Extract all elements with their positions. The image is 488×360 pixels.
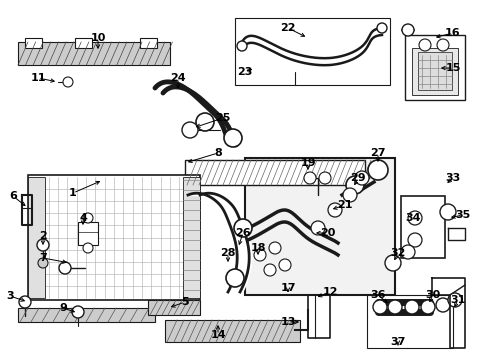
Circle shape [420, 300, 434, 314]
Bar [25, 38, 42, 48]
Text: 11: 11 [30, 73, 46, 83]
Circle shape [83, 213, 93, 223]
Text: 20: 20 [320, 228, 335, 238]
Text: 10: 10 [90, 33, 105, 43]
Text: 12: 12 [322, 287, 337, 297]
Text: 25: 25 [215, 113, 230, 123]
Circle shape [310, 221, 325, 235]
Circle shape [196, 113, 214, 131]
Text: 17: 17 [280, 283, 295, 293]
Circle shape [268, 242, 281, 254]
Bar [184, 160, 364, 185]
Circle shape [63, 77, 73, 87]
Circle shape [318, 172, 330, 184]
Circle shape [253, 249, 265, 261]
Bar [148, 300, 200, 315]
Circle shape [372, 300, 386, 314]
Text: 14: 14 [210, 330, 225, 340]
Circle shape [327, 203, 341, 217]
Circle shape [404, 300, 418, 314]
Circle shape [72, 306, 84, 318]
Circle shape [407, 211, 421, 225]
Text: 16: 16 [444, 28, 460, 38]
Text: 4: 4 [79, 213, 87, 223]
Circle shape [401, 24, 413, 36]
Text: 21: 21 [337, 200, 352, 210]
Text: 23: 23 [237, 67, 252, 77]
Circle shape [439, 204, 455, 220]
Circle shape [342, 188, 356, 202]
Text: 36: 36 [369, 290, 385, 300]
Circle shape [83, 243, 93, 253]
Circle shape [279, 259, 290, 271]
Circle shape [436, 39, 448, 51]
Text: 19: 19 [300, 158, 315, 168]
Text: 28: 28 [220, 248, 235, 258]
Circle shape [224, 129, 242, 147]
Text: 24: 24 [170, 73, 185, 83]
Circle shape [400, 245, 414, 259]
Text: 18: 18 [250, 243, 265, 253]
Bar [244, 158, 394, 295]
Text: 1: 1 [69, 188, 77, 198]
Circle shape [447, 293, 461, 307]
Text: 29: 29 [349, 173, 365, 183]
Circle shape [182, 122, 198, 138]
Bar [404, 35, 464, 100]
Bar [366, 295, 452, 348]
Text: 33: 33 [445, 173, 460, 183]
Circle shape [435, 298, 449, 312]
Circle shape [387, 300, 401, 314]
Text: 30: 30 [425, 290, 440, 300]
Circle shape [367, 160, 387, 180]
Circle shape [407, 233, 421, 247]
Circle shape [376, 23, 386, 33]
Circle shape [264, 264, 275, 276]
Text: 35: 35 [454, 210, 469, 220]
Bar [400, 196, 444, 258]
Bar [75, 38, 92, 48]
Text: 27: 27 [369, 148, 385, 158]
Circle shape [19, 296, 31, 308]
Bar [235, 18, 389, 85]
Bar [18, 308, 155, 322]
Circle shape [183, 123, 197, 137]
Bar [411, 48, 457, 95]
Circle shape [38, 258, 48, 268]
Circle shape [304, 172, 315, 184]
Circle shape [418, 39, 430, 51]
Text: 3: 3 [6, 291, 14, 301]
Bar [28, 175, 200, 300]
Circle shape [59, 262, 71, 274]
Bar [18, 42, 170, 65]
Bar [164, 320, 299, 342]
Bar [28, 177, 45, 298]
Text: 31: 31 [449, 295, 465, 305]
Text: 34: 34 [405, 213, 420, 223]
Bar [417, 52, 451, 90]
Circle shape [384, 255, 400, 271]
Text: 32: 32 [389, 248, 405, 258]
Circle shape [237, 41, 246, 51]
Text: 37: 37 [389, 337, 405, 347]
Text: 13: 13 [280, 317, 295, 327]
Text: 22: 22 [280, 23, 295, 33]
Text: 26: 26 [235, 228, 250, 238]
Text: 9: 9 [59, 303, 67, 313]
Circle shape [346, 176, 363, 194]
Text: 8: 8 [214, 148, 222, 158]
Bar [183, 177, 200, 298]
Circle shape [354, 171, 368, 185]
Text: 7: 7 [39, 253, 47, 263]
Bar [78, 222, 98, 245]
Bar [140, 38, 157, 48]
Circle shape [225, 269, 244, 287]
Text: 15: 15 [445, 63, 460, 73]
Text: 2: 2 [39, 231, 47, 241]
Text: 6: 6 [9, 191, 17, 201]
Text: 5: 5 [181, 297, 188, 307]
Circle shape [37, 239, 49, 251]
Circle shape [234, 219, 251, 237]
